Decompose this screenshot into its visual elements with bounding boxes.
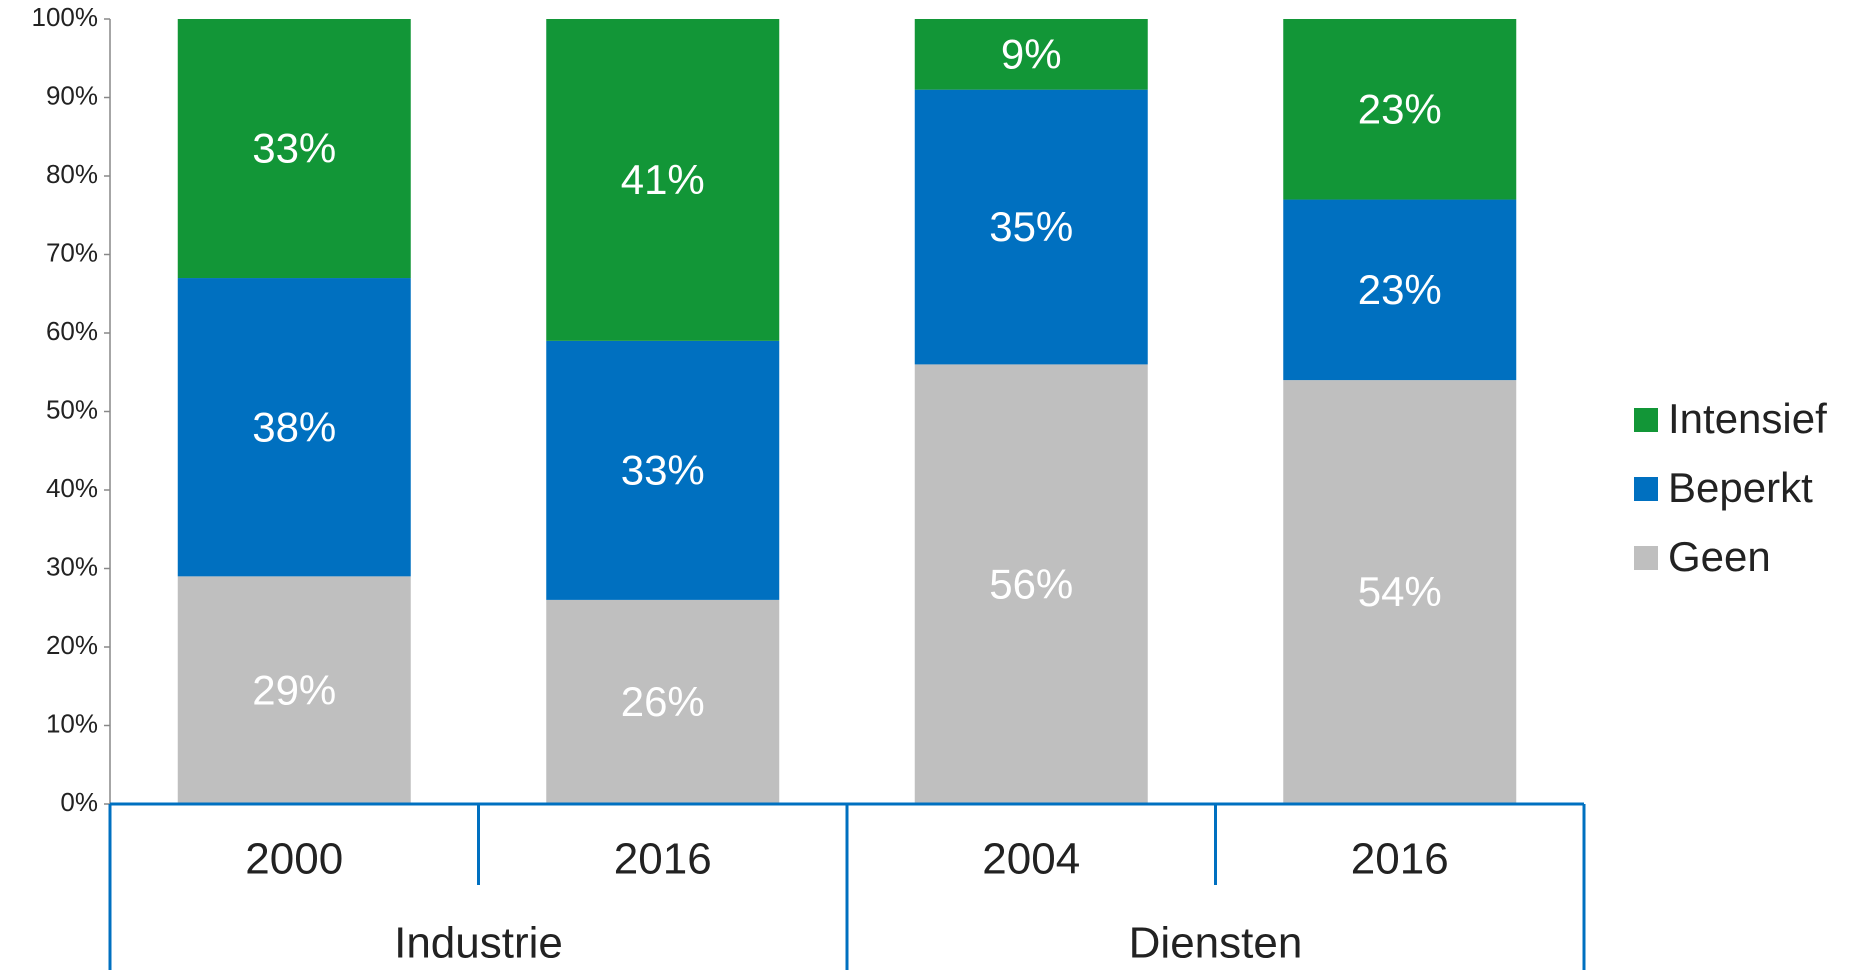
y-tick-label: 30% [46, 551, 98, 581]
bar-segment [1283, 19, 1517, 200]
bar-segment [914, 364, 1148, 804]
y-tick-label: 0% [60, 787, 98, 817]
data-label: 23% [1358, 266, 1442, 313]
data-label: 56% [989, 560, 1073, 607]
y-tick-label: 40% [46, 473, 98, 503]
data-label: 54% [1358, 568, 1442, 615]
data-label: 41% [621, 156, 705, 203]
data-label: 26% [621, 678, 705, 725]
group-label: Diensten [1129, 919, 1303, 968]
legend-swatch [1634, 408, 1658, 432]
legend-label: Geen [1668, 533, 1771, 580]
y-tick-label: 10% [46, 708, 98, 738]
data-label: 29% [252, 666, 336, 713]
x-tick-label: 2004 [982, 835, 1080, 884]
x-tick-label: 2016 [614, 835, 712, 884]
data-label: 23% [1358, 85, 1442, 132]
bar-segment [1283, 199, 1517, 381]
data-label: 38% [252, 403, 336, 450]
group-label: Industrie [394, 919, 563, 968]
bar-segment [177, 19, 411, 279]
bar-segment [546, 599, 780, 804]
y-tick-label: 90% [46, 80, 98, 110]
data-label: 33% [621, 446, 705, 493]
data-label: 33% [252, 125, 336, 172]
x-tick-label: 2016 [1351, 835, 1449, 884]
bar-segment [546, 19, 780, 341]
legend-swatch [1634, 546, 1658, 570]
data-label: 35% [989, 203, 1073, 250]
bar-segment [914, 19, 1148, 90]
y-tick-label: 70% [46, 237, 98, 267]
bar-segment [914, 89, 1148, 365]
y-tick-label: 80% [46, 159, 98, 189]
bar-segment [546, 340, 780, 600]
x-tick-label: 2000 [245, 835, 343, 884]
y-tick-label: 20% [46, 630, 98, 660]
bar-segment [1283, 380, 1517, 804]
bar-segment [177, 278, 411, 577]
y-tick-label: 50% [46, 394, 98, 424]
legend-label: Intensief [1668, 395, 1827, 442]
bar-segment [177, 576, 411, 804]
legend-label: Beperkt [1668, 464, 1813, 511]
legend-swatch [1634, 477, 1658, 501]
data-label: 9% [1001, 30, 1062, 77]
y-tick-label: 60% [46, 316, 98, 346]
y-tick-label: 100% [32, 2, 99, 32]
